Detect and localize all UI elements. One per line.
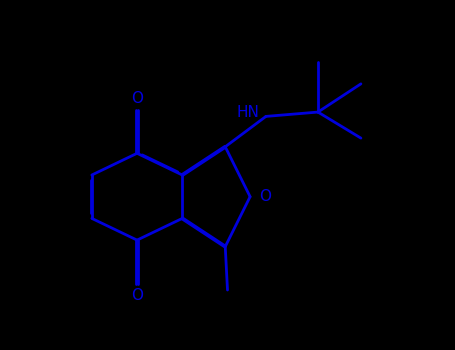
- Text: O: O: [131, 91, 143, 106]
- Text: O: O: [259, 189, 271, 204]
- Text: O: O: [131, 288, 143, 303]
- Text: HN: HN: [236, 105, 259, 120]
